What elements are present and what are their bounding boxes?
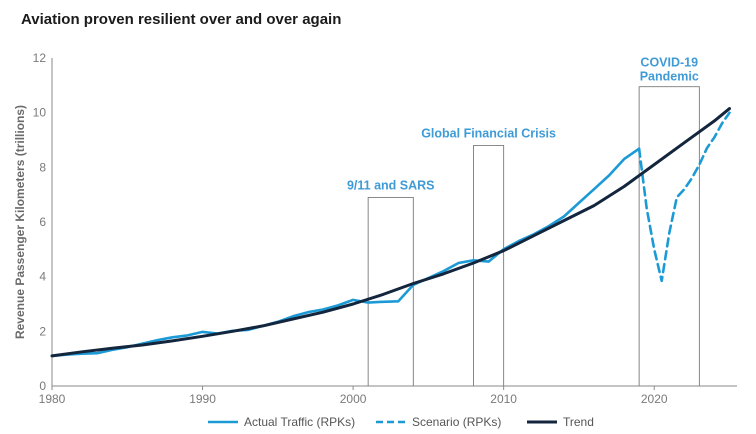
x-tick-label: 1980 <box>39 392 66 406</box>
y-axis-label: Revenue Passenger Kilometers (trillions) <box>13 105 27 339</box>
legend: Actual Traffic (RPKs) Scenario (RPKs) Tren… <box>208 415 594 429</box>
event-annotation-label: Global Financial Crisis <box>421 126 556 140</box>
event-annotation-label: 9/11 and SARS <box>347 178 435 192</box>
series-line-2 <box>50 107 731 358</box>
y-tick-label: 2 <box>39 324 46 338</box>
x-tick-label: 2020 <box>641 392 668 406</box>
chart-title: Aviation proven resilient over and over … <box>21 11 342 28</box>
y-tick-label: 12 <box>33 51 47 65</box>
legend-label: Scenario (RPKs) <box>412 415 501 429</box>
x-tick-label: 2010 <box>490 392 517 406</box>
series-line-0 <box>50 147 641 358</box>
y-tick-label: 10 <box>33 106 47 120</box>
y-tick-label: 8 <box>39 160 46 174</box>
x-tick-label: 1990 <box>189 392 216 406</box>
y-tick-label: 6 <box>39 215 46 229</box>
event-annotation-label: Pandemic <box>640 70 699 84</box>
event-box <box>473 145 505 386</box>
y-tick-label: 4 <box>39 270 46 284</box>
series-lines <box>50 107 731 358</box>
legend-label: Actual Traffic (RPKs) <box>244 415 355 429</box>
y-tick-label: 0 <box>39 379 46 393</box>
legend-label: Trend <box>563 415 594 429</box>
chart-axes: 0 2 4 6 8 10 12 1980 1990 2000 2010 2020 Revenue Pas… <box>13 51 737 406</box>
x-tick-label: 2000 <box>340 392 367 406</box>
event-annotation-label: COVID-19 <box>640 56 698 70</box>
series-line-1 <box>637 111 731 283</box>
event-box <box>638 86 700 386</box>
event-box <box>367 196 414 386</box>
event-boxes <box>367 86 700 386</box>
event-annotations: 9/11 and SARS Global Financial Crisis COVI… <box>347 56 699 193</box>
